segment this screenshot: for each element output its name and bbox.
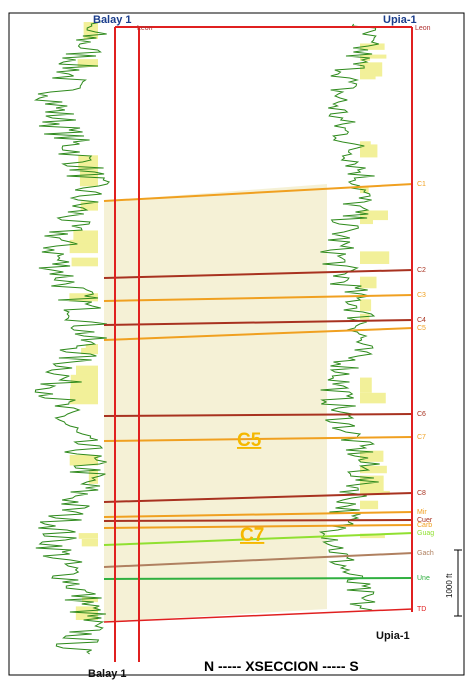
horizon-label-c7: C7 <box>417 434 426 441</box>
horizon-line-c1 <box>103 183 414 202</box>
left-log-sand-fill <box>80 201 98 211</box>
right-well-bottom-label: Upia-1 <box>376 630 410 642</box>
right-well-log <box>318 23 390 611</box>
left-well-log <box>33 21 110 655</box>
right-log-sand-fill <box>360 377 372 393</box>
left-log-sand-fill <box>71 257 98 267</box>
scale-bar-label: 1000 ft <box>445 573 454 598</box>
right-log-gamma-curve <box>318 23 380 611</box>
right-log-sand-fill <box>360 475 384 494</box>
left-log-sand-fill <box>77 59 98 67</box>
horizon-label-td: TD <box>417 606 426 613</box>
horizon-line-guag <box>103 532 414 546</box>
right-log-sand-fill <box>360 43 385 50</box>
left-log-sand-fill <box>81 597 98 603</box>
section-title: N ----- XSECCION ----- S <box>204 658 359 674</box>
scale-bar <box>454 549 462 617</box>
right-log-sand-fill <box>360 276 377 289</box>
horizon-line-c6 <box>103 413 414 417</box>
left-log-sand-fill <box>81 347 98 355</box>
horizon-line-c2 <box>103 269 414 279</box>
left-well-title: Balay 1 <box>93 14 132 26</box>
left-log-sand-fill <box>69 293 98 302</box>
right-well-title: Upia-1 <box>383 14 417 26</box>
right-log-sand-fill <box>360 299 372 312</box>
horizon-line-c4 <box>103 319 414 326</box>
left-well-bottom-label: Balay 1 <box>88 668 127 680</box>
c7-annotation: C7 <box>240 525 264 546</box>
horizon-line-carb <box>103 524 414 529</box>
right-log-sand-fill <box>360 490 390 496</box>
horizon-label-c6: C6 <box>417 411 426 418</box>
horizon-line-td <box>103 608 414 623</box>
right-log-sand-fill <box>360 450 384 462</box>
horizon-label-mir: Mir <box>417 509 427 516</box>
horizon-line-une <box>103 577 414 580</box>
horizon-label-c3: C3 <box>417 292 426 299</box>
left-log-gamma-curve <box>33 21 110 655</box>
right-log-sand-fill <box>360 500 379 510</box>
horizon-label-c8: C8 <box>417 490 426 497</box>
horizon-line-c7 <box>103 436 414 442</box>
horizon-label-c2: C2 <box>417 267 426 274</box>
horizon-line-cuer <box>103 519 414 522</box>
horizon-label-c5: C5 <box>417 325 426 332</box>
horizon-line-c8 <box>103 492 414 503</box>
right-log-sand-fill <box>360 392 386 404</box>
left-log-sand-fill <box>69 454 98 466</box>
right-log-sand-fill <box>360 533 385 539</box>
horizon-label-guag: Guag <box>417 530 434 537</box>
left-well-subtitle: Leon <box>137 25 153 32</box>
right-well-subtitle: Leon <box>415 25 431 32</box>
left-log-sand-fill <box>70 374 98 390</box>
horizon-label-une: Une <box>417 575 430 582</box>
right-log-sand-fill <box>360 251 390 264</box>
c5-annotation: C5 <box>237 430 262 451</box>
right-log-sand-fill <box>360 210 388 221</box>
horizon-label-carb: Carb <box>417 522 432 529</box>
horizon-line-c5 <box>103 327 414 341</box>
correlation-shading <box>104 184 327 622</box>
horizon-lines <box>103 183 414 623</box>
horizon-line-mir <box>103 511 414 518</box>
left-log-sand-fill <box>81 539 98 547</box>
left-log-sand-fill <box>70 387 98 405</box>
right-log-sand-fill <box>360 465 387 474</box>
right-log-sand-fill <box>360 70 376 80</box>
left-log-sand-fill <box>78 155 98 170</box>
left-log-sand-fill <box>88 470 98 484</box>
horizon-label-cuer: Cuer <box>417 517 433 524</box>
right-log-sand-fill <box>360 144 378 158</box>
left-log-sand-fill <box>79 169 98 187</box>
horizon-label-gach: Gach <box>417 550 434 557</box>
left-log-sand-fill <box>78 533 98 539</box>
horizon-line-gach <box>103 552 414 568</box>
diagram-border <box>8 12 465 676</box>
right-log-sand-fill <box>360 54 387 59</box>
horizon-line-c3 <box>103 294 414 302</box>
horizon-label-c1: C1 <box>417 181 426 188</box>
left-log-sand-fill <box>76 232 98 244</box>
horizon-label-c4: C4 <box>417 317 426 324</box>
